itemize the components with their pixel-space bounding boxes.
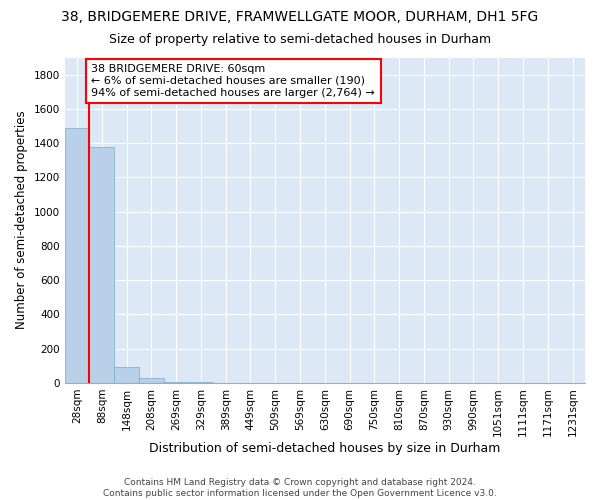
Text: 38 BRIDGEMERE DRIVE: 60sqm
← 6% of semi-detached houses are smaller (190)
94% of: 38 BRIDGEMERE DRIVE: 60sqm ← 6% of semi-…	[91, 64, 375, 98]
Bar	[164, 382, 188, 383]
X-axis label: Distribution of semi-detached houses by size in Durham: Distribution of semi-detached houses by …	[149, 442, 500, 455]
Text: 38, BRIDGEMERE DRIVE, FRAMWELLGATE MOOR, DURHAM, DH1 5FG: 38, BRIDGEMERE DRIVE, FRAMWELLGATE MOOR,…	[61, 10, 539, 24]
Text: Size of property relative to semi-detached houses in Durham: Size of property relative to semi-detach…	[109, 32, 491, 46]
Bar	[114, 366, 139, 383]
Bar	[139, 378, 164, 383]
Bar	[65, 128, 89, 383]
Text: Contains HM Land Registry data © Crown copyright and database right 2024.
Contai: Contains HM Land Registry data © Crown c…	[103, 478, 497, 498]
Y-axis label: Number of semi-detached properties: Number of semi-detached properties	[15, 111, 28, 330]
Bar	[89, 146, 114, 383]
